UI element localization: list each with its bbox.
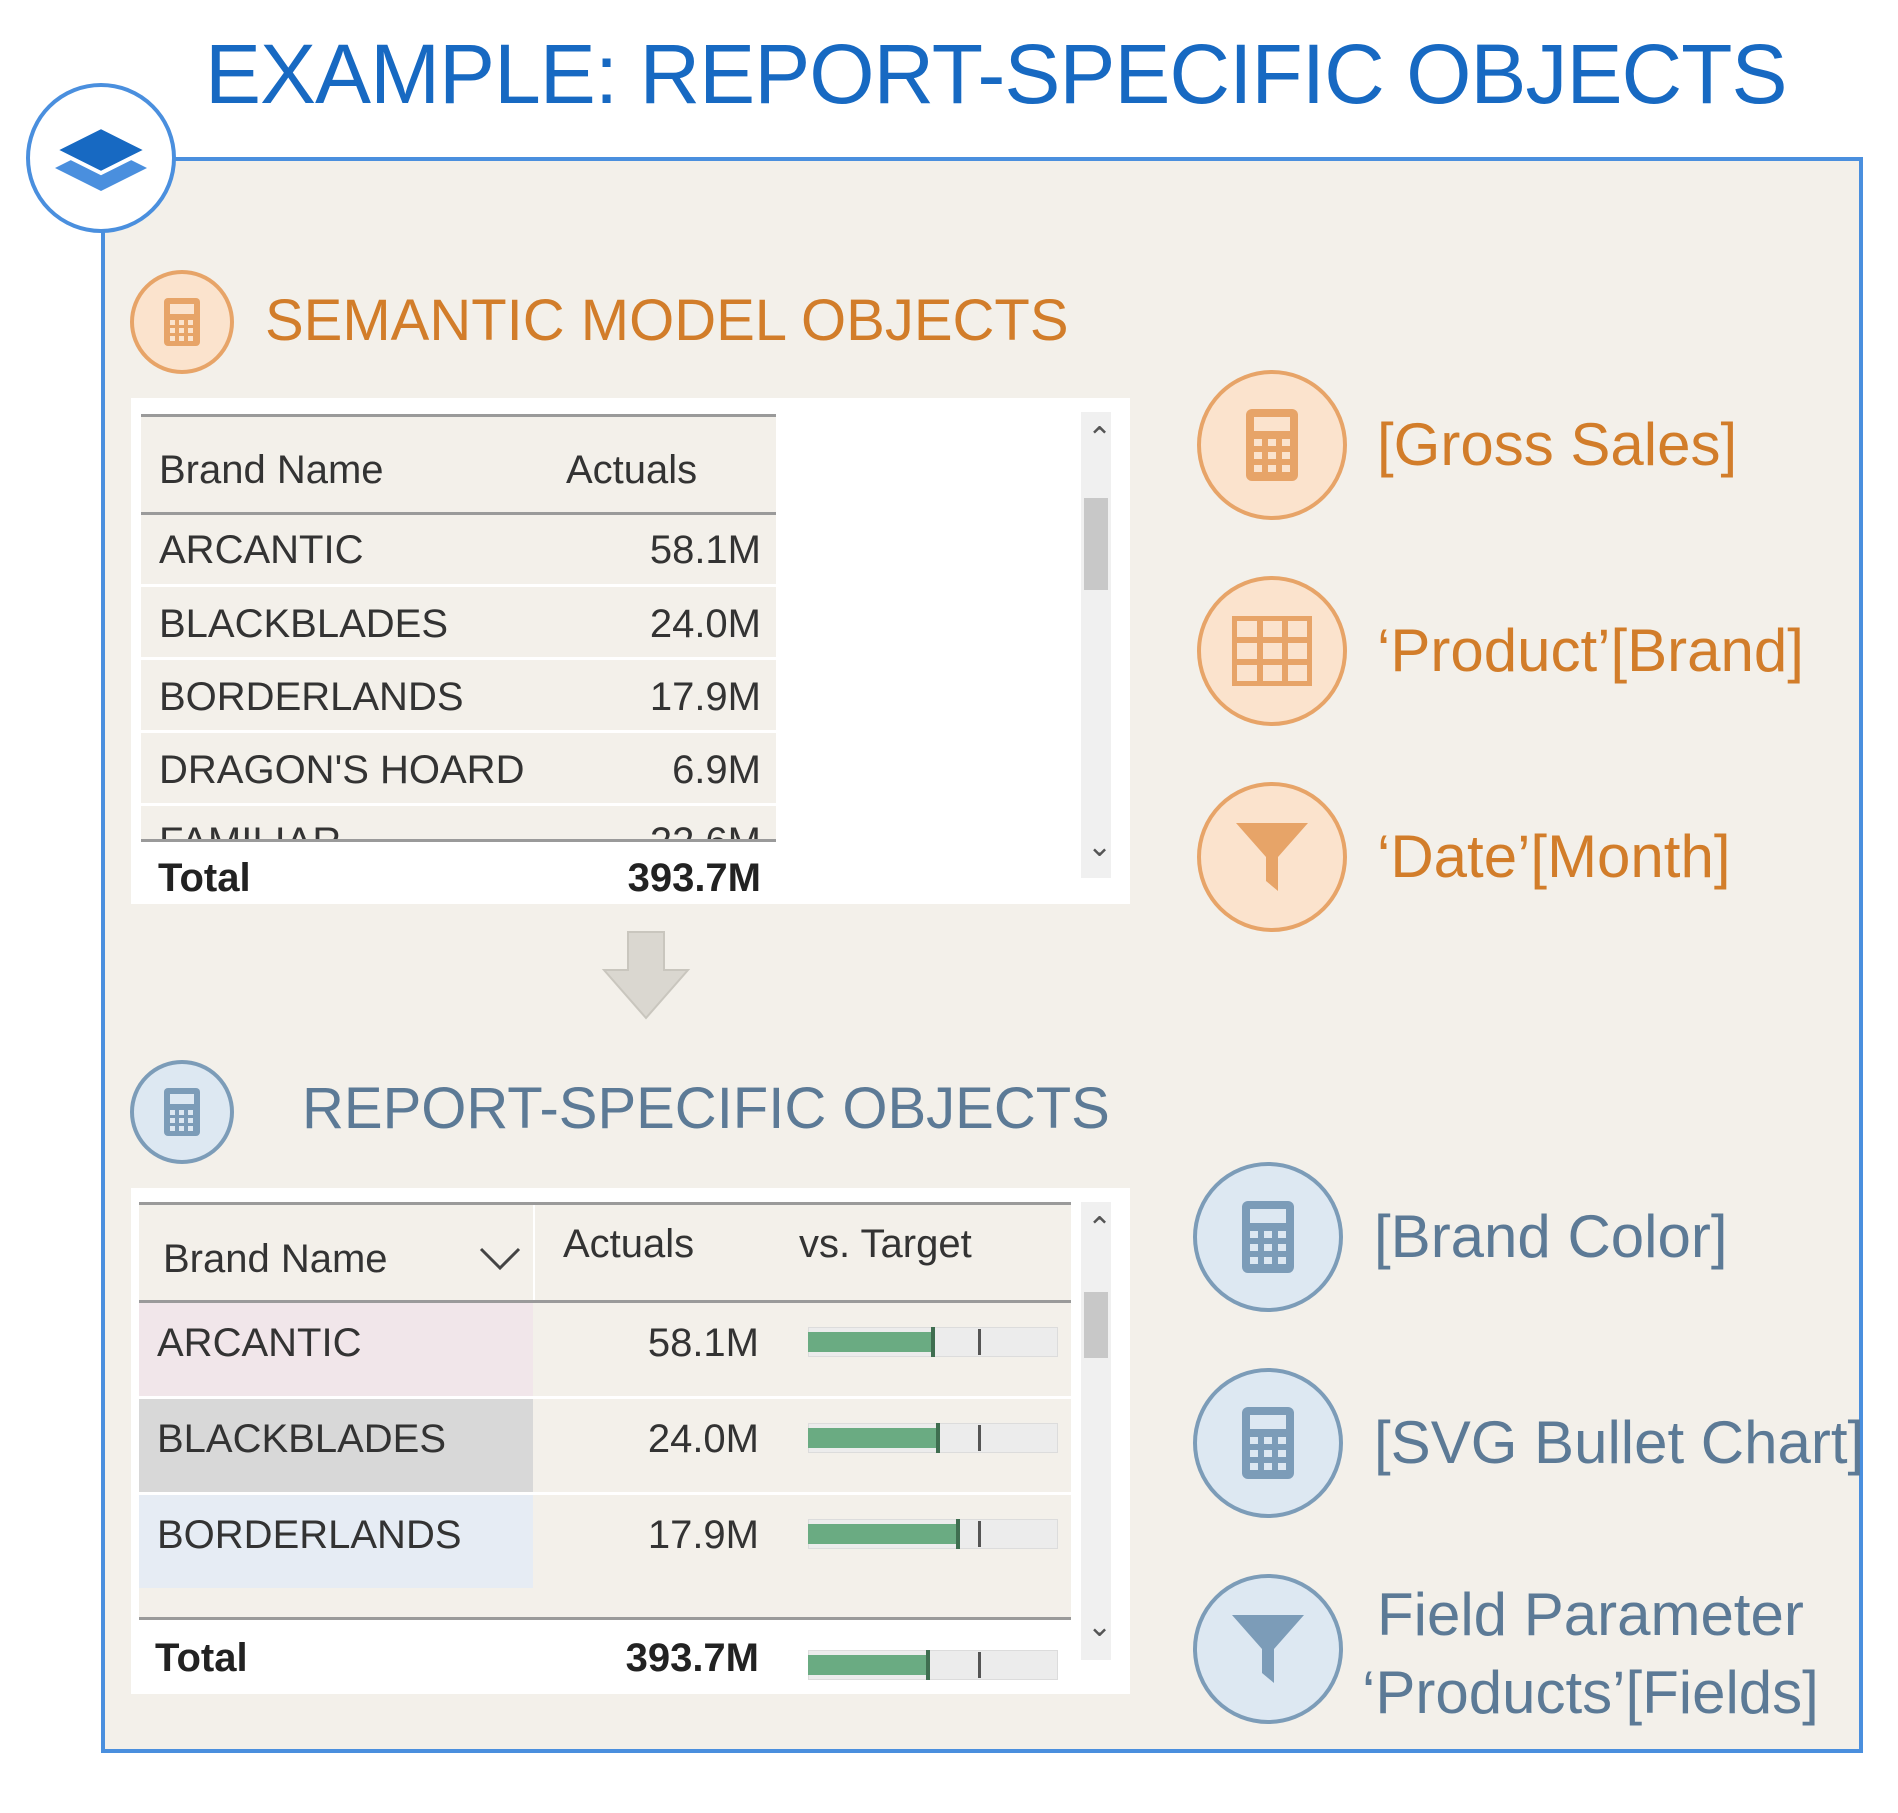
header-top-rule xyxy=(141,414,776,417)
report-calculator-icon xyxy=(130,1060,234,1164)
total-label: Total xyxy=(155,1636,248,1680)
header-bottom-rule xyxy=(139,1300,1071,1303)
report-section-title: REPORT-SPECIFIC OBJECTS xyxy=(302,1076,1110,1141)
row-actuals: 58.1M xyxy=(649,528,761,572)
row-actuals: 17.9M xyxy=(649,675,761,719)
scroll-down-icon[interactable]: ⌄ xyxy=(1087,830,1113,863)
header-brand-name[interactable]: Brand Name xyxy=(163,1237,388,1281)
scroll-thumb[interactable] xyxy=(1084,1292,1108,1358)
scroll-down-icon[interactable]: ⌄ xyxy=(1087,1610,1113,1643)
row-actuals: 22.6M xyxy=(649,820,761,842)
header-actuals[interactable]: Actuals xyxy=(566,448,698,492)
legend-field-parameter: Field Parameter xyxy=(1377,1581,1804,1648)
bullet-actual-bar xyxy=(808,1428,938,1448)
bullet-actual-marker xyxy=(926,1650,930,1680)
semantic-table: Brand Name Actuals ARCANTIC 58.1M BLACKB… xyxy=(141,414,776,842)
legend-svg-bullet-calculator-icon xyxy=(1193,1368,1343,1518)
row-divider xyxy=(141,657,776,660)
semantic-table-visual: Brand Name Actuals ARCANTIC 58.1M BLACKB… xyxy=(131,398,1130,904)
layers-icon xyxy=(51,124,151,191)
report-table: Brand Name Actuals vs. Target ARCANTIC 58… xyxy=(139,1202,1071,1620)
vertical-scrollbar[interactable]: ⌃ ⌄ xyxy=(1081,1202,1113,1660)
total-value: 393.7M xyxy=(627,856,761,900)
bullet-target-marker xyxy=(978,1425,981,1451)
table-row-partial: FAMILIAR 22.6M xyxy=(141,806,776,842)
scroll-up-icon[interactable]: ⌃ xyxy=(1087,1212,1113,1245)
chevron-down-icon[interactable] xyxy=(479,1247,521,1271)
row-actuals: 24.0M xyxy=(649,602,761,646)
brand-color-cell xyxy=(139,1495,533,1588)
legend-brand-color-calculator-icon xyxy=(1193,1162,1343,1312)
brand-color-cell xyxy=(139,1399,533,1492)
down-arrow-icon xyxy=(601,931,691,1020)
row-brand: BORDERLANDS xyxy=(157,1513,462,1557)
legend-table-icon xyxy=(1197,576,1347,726)
total-label: Total xyxy=(158,856,251,900)
bullet-actual-marker xyxy=(931,1327,935,1357)
table-row: ARCANTIC 58.1M xyxy=(139,1303,1071,1399)
row-actuals: 58.1M xyxy=(647,1321,759,1365)
row-brand: ARCANTIC xyxy=(157,1321,362,1365)
page-title: EXAMPLE: REPORT-SPECIFIC OBJECTS xyxy=(205,27,1787,121)
legend-products-fields: ‘Products’[Fields] xyxy=(1362,1659,1819,1726)
row-actuals: 24.0M xyxy=(647,1417,759,1461)
bullet-actual-marker xyxy=(936,1423,940,1453)
header-top-rule xyxy=(139,1202,1071,1205)
total-top-rule xyxy=(139,1617,1071,1620)
vertical-scrollbar[interactable]: ⌃ ⌄ xyxy=(1081,412,1113,878)
scroll-up-icon[interactable]: ⌃ xyxy=(1087,422,1113,455)
row-divider xyxy=(139,1396,1071,1399)
row-brand: BORDERLANDS xyxy=(159,675,464,719)
bullet-target-marker xyxy=(978,1652,981,1678)
row-brand: BLACKBLADES xyxy=(159,602,449,646)
bullet-target-marker xyxy=(978,1329,981,1355)
row-brand: DRAGON'S HOARD xyxy=(159,748,525,792)
scroll-thumb[interactable] xyxy=(1084,498,1108,590)
row-divider xyxy=(141,584,776,587)
table-row: BORDERLANDS 17.9M xyxy=(139,1495,1071,1588)
row-divider xyxy=(141,803,776,806)
legend-field-parameter-filter-icon xyxy=(1193,1574,1343,1724)
legend-brand-color: [Brand Color] xyxy=(1374,1203,1728,1270)
brand-name-field-selector[interactable]: Brand Name xyxy=(139,1205,533,1301)
brand-color-cell xyxy=(139,1303,533,1396)
bullet-actual-bar xyxy=(808,1332,933,1352)
bullet-target-marker xyxy=(978,1521,981,1547)
row-brand: ARCANTIC xyxy=(159,528,364,572)
bullet-actual-bar xyxy=(808,1655,928,1675)
bullet-actual-bar xyxy=(808,1524,958,1544)
row-brand: BLACKBLADES xyxy=(157,1417,447,1461)
row-brand: FAMILIAR xyxy=(159,820,342,842)
layers-badge xyxy=(26,83,176,233)
bullet-actual-marker xyxy=(956,1519,960,1549)
semantic-section-title: SEMANTIC MODEL OBJECTS xyxy=(265,288,1069,353)
row-actuals: 17.9M xyxy=(647,1513,759,1557)
row-actuals: 6.9M xyxy=(672,748,761,792)
row-divider xyxy=(141,730,776,733)
legend-gross-sales: [Gross Sales] xyxy=(1377,411,1738,478)
legend-date-month: ‘Date’[Month] xyxy=(1377,823,1731,890)
header-brand-name[interactable]: Brand Name xyxy=(159,448,384,492)
legend-filter-icon xyxy=(1197,782,1347,932)
header-column-divider xyxy=(533,1205,535,1301)
semantic-calculator-icon xyxy=(130,270,234,374)
header-actuals[interactable]: Actuals xyxy=(563,1222,695,1266)
legend-calculator-icon xyxy=(1197,370,1347,520)
legend-product-brand: ‘Product’[Brand] xyxy=(1377,617,1804,684)
header-bottom-rule xyxy=(141,512,776,515)
legend-svg-bullet-chart: [SVG Bullet Chart] xyxy=(1374,1409,1865,1476)
total-top-rule xyxy=(141,839,776,842)
report-table-visual: Brand Name Actuals vs. Target ARCANTIC 58… xyxy=(131,1188,1130,1694)
table-row: BLACKBLADES 24.0M xyxy=(139,1399,1071,1495)
total-value: 393.7M xyxy=(625,1636,759,1680)
header-vs-target[interactable]: vs. Target xyxy=(799,1222,972,1266)
row-divider xyxy=(139,1492,1071,1495)
